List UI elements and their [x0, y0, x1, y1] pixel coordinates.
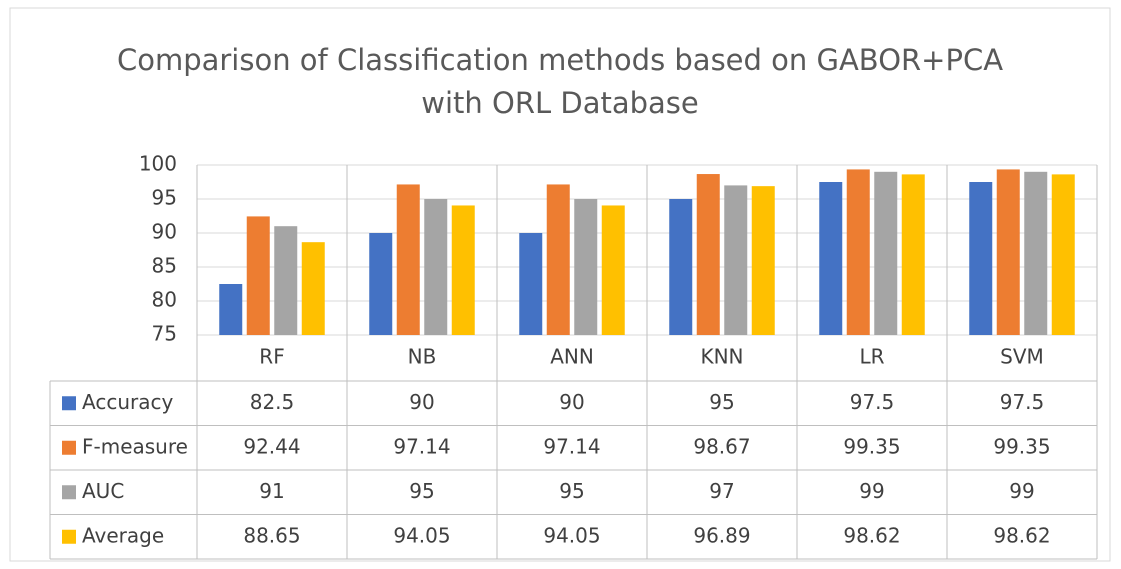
- bar: [996, 169, 1020, 335]
- x-tick-label: ANN: [550, 345, 594, 369]
- table-value: 97.5: [1000, 390, 1045, 414]
- table-value: 99: [1009, 479, 1034, 503]
- table-value: 99.35: [993, 434, 1050, 458]
- x-tick-label: KNN: [700, 345, 743, 369]
- bar: [751, 186, 775, 335]
- table-value: 96.89: [693, 523, 750, 547]
- bar: [219, 284, 243, 335]
- y-tick-label: 80: [152, 288, 177, 312]
- y-tick-label: 100: [139, 152, 177, 176]
- legend-label: F-measure: [82, 434, 188, 458]
- table-value: 91: [259, 479, 284, 503]
- table-value: 92.44: [243, 434, 300, 458]
- bar: [246, 216, 270, 335]
- bar: [574, 199, 598, 335]
- bar: [874, 171, 898, 335]
- x-tick-label: SVM: [1000, 345, 1044, 369]
- table-value: 97: [709, 479, 734, 503]
- bar: [451, 205, 475, 335]
- legend-key: [62, 529, 76, 544]
- legend-key: [62, 440, 76, 455]
- legend-key: [62, 485, 76, 500]
- y-tick-label: 90: [152, 220, 177, 244]
- table-value: 99.35: [843, 434, 900, 458]
- bar: [424, 199, 448, 335]
- table-value: 95: [709, 390, 734, 414]
- table-value: 90: [409, 390, 434, 414]
- bar: [519, 233, 543, 335]
- x-tick-label: LR: [859, 345, 884, 369]
- bar: [274, 226, 298, 335]
- x-tick-label: NB: [408, 345, 437, 369]
- table-value: 82.5: [250, 390, 295, 414]
- bar: [1051, 174, 1075, 335]
- bar: [901, 174, 925, 335]
- chart-title: with ORL Database: [421, 86, 698, 120]
- table-value: 94.05: [393, 523, 450, 547]
- y-tick-label: 85: [152, 254, 177, 278]
- table-value: 94.05: [543, 523, 600, 547]
- bar: [846, 169, 870, 335]
- bar: [1024, 171, 1048, 335]
- bar: [601, 205, 625, 335]
- table-value: 90: [559, 390, 584, 414]
- chart-title: Comparison of Classification methods bas…: [117, 43, 1003, 77]
- table-value: 99: [859, 479, 884, 503]
- bar: [969, 182, 993, 335]
- bar: [669, 199, 693, 335]
- table-value: 97.5: [850, 390, 895, 414]
- table-value: 95: [409, 479, 434, 503]
- y-tick-label: 95: [152, 186, 177, 210]
- table-value: 98.67: [693, 434, 750, 458]
- bar: [369, 233, 393, 335]
- table-value: 98.62: [843, 523, 900, 547]
- bar: [546, 184, 570, 335]
- bar: [396, 184, 420, 335]
- bar: [301, 242, 325, 335]
- bar: [696, 174, 720, 335]
- legend-label: Accuracy: [82, 390, 173, 414]
- legend-label: Average: [82, 523, 164, 547]
- table-value: 88.65: [243, 523, 300, 547]
- table-value: 95: [559, 479, 584, 503]
- table-value: 98.62: [993, 523, 1050, 547]
- bar: [724, 185, 748, 335]
- y-tick-label: 75: [152, 322, 177, 346]
- table-value: 97.14: [393, 434, 450, 458]
- bar: [819, 182, 843, 335]
- table-value: 97.14: [543, 434, 600, 458]
- x-tick-label: RF: [259, 345, 284, 369]
- legend-key: [62, 396, 76, 411]
- legend-label: AUC: [82, 479, 124, 503]
